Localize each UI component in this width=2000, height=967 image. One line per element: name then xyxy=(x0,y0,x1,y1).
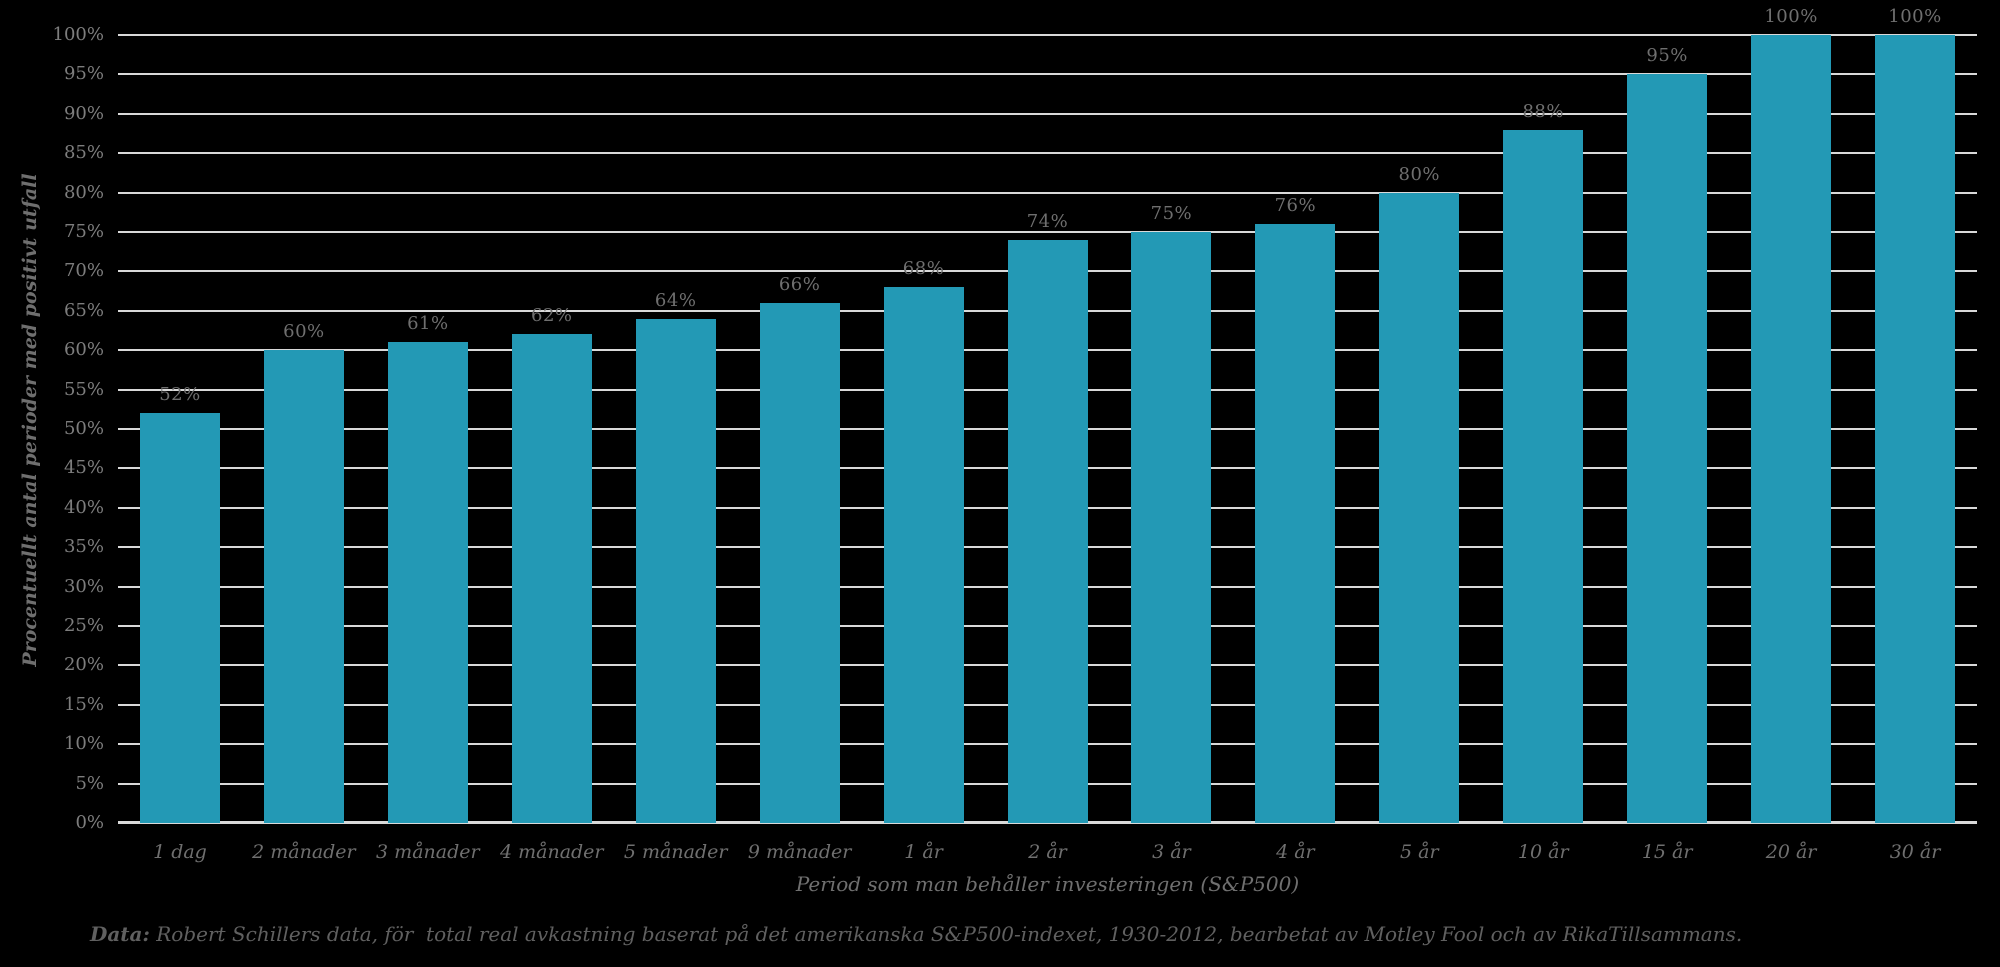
y-tick-label: 80% xyxy=(63,181,104,203)
bar-value-label: 95% xyxy=(1646,45,1688,67)
bar-value-label: 80% xyxy=(1398,163,1441,185)
bar-value-label: 88% xyxy=(1522,100,1564,122)
gridline xyxy=(118,231,1977,233)
bar xyxy=(1255,224,1336,823)
x-tick-label: 15 år xyxy=(1641,841,1693,863)
y-tick-label: 0% xyxy=(75,812,104,833)
bar-value-label: 52% xyxy=(159,384,201,406)
y-tick-label: 5% xyxy=(75,772,104,794)
bar-value-label: 68% xyxy=(902,258,945,280)
y-tick-label: 45% xyxy=(63,457,104,479)
bar-value-label: 100% xyxy=(1764,6,1818,27)
y-tick-label: 70% xyxy=(63,260,104,282)
bar xyxy=(511,334,592,823)
y-tick-label: 95% xyxy=(63,63,104,85)
bar xyxy=(139,413,220,823)
bar xyxy=(1131,232,1212,823)
y-tick-label: 60% xyxy=(63,339,104,361)
bar-value-label: 61% xyxy=(407,313,449,335)
bar-value-label: 75% xyxy=(1150,203,1193,224)
gridline xyxy=(118,34,1977,36)
x-tick-label: 3 månader xyxy=(376,841,480,863)
bar-value-label: 60% xyxy=(283,321,325,343)
x-tick-label: 3 år xyxy=(1152,841,1191,863)
x-tick-label: 1 dag xyxy=(153,841,207,863)
gridline xyxy=(118,112,1977,115)
y-tick-label: 90% xyxy=(63,102,104,124)
plot-area: 52% 60% 61% 62% 64% 66% 68% 74% 75% 76% 80% 88% 95% 1… xyxy=(118,6,1977,824)
bar xyxy=(1503,129,1584,823)
caption-text: Robert Schillers data, för total real av… xyxy=(149,922,1743,946)
bar-value-label: 100% xyxy=(1888,6,1942,27)
x-tick-label: 9 månader xyxy=(747,841,852,863)
bar-value-label: 76% xyxy=(1274,195,1317,217)
y-tick-label: 40% xyxy=(63,496,104,518)
bar xyxy=(635,318,716,823)
bar xyxy=(883,287,964,823)
x-tick-label: 5 år xyxy=(1400,841,1439,863)
y-tick-label: 30% xyxy=(63,575,104,597)
y-tick-label: 35% xyxy=(63,536,104,558)
x-tick-label: 20 år xyxy=(1765,841,1817,863)
x-axis-title: Period som man behåller investeringen (S… xyxy=(795,872,1300,896)
x-tick-label: 2 år xyxy=(1028,841,1067,863)
x-tick-label: 1 år xyxy=(904,841,943,863)
bar-value-label: 66% xyxy=(778,273,821,295)
bar-value-label: 64% xyxy=(654,289,697,311)
y-tick-label: 100% xyxy=(52,24,104,45)
y-tick-label: 55% xyxy=(63,378,104,400)
bar xyxy=(263,350,344,823)
bar xyxy=(1875,35,1956,823)
x-tick-label: 4 månader xyxy=(499,841,604,863)
x-tick-label: 5 månader xyxy=(623,841,728,863)
bar xyxy=(387,342,468,823)
y-tick-label: 10% xyxy=(63,733,104,755)
x-tick-label: 4 år xyxy=(1276,841,1315,863)
y-tick-label: 85% xyxy=(63,142,104,164)
y-tick-label: 75% xyxy=(63,221,104,242)
caption-label: Data: xyxy=(90,922,150,946)
gridline xyxy=(118,191,1977,194)
bar-value-label: 62% xyxy=(531,305,573,327)
bar xyxy=(1627,74,1708,823)
gridline xyxy=(118,152,1977,155)
x-tick-label: 30 år xyxy=(1889,841,1941,863)
y-tick-label: 15% xyxy=(63,693,104,715)
y-tick-label: 65% xyxy=(63,299,104,321)
data-source-caption: Data: Robert Schillers data, för total r… xyxy=(90,922,1742,946)
y-tick-label: 50% xyxy=(63,418,104,439)
bar-value-label: 74% xyxy=(1026,210,1069,232)
bar xyxy=(1379,192,1460,823)
y-tick-label: 25% xyxy=(63,615,104,636)
x-tick-label: 2 månader xyxy=(252,841,356,863)
bar xyxy=(759,302,840,823)
gridline xyxy=(118,73,1977,76)
y-tick-label: 20% xyxy=(63,654,104,676)
bar xyxy=(1751,35,1832,823)
x-tick-label: 10 år xyxy=(1517,841,1569,863)
bar xyxy=(1007,239,1088,823)
